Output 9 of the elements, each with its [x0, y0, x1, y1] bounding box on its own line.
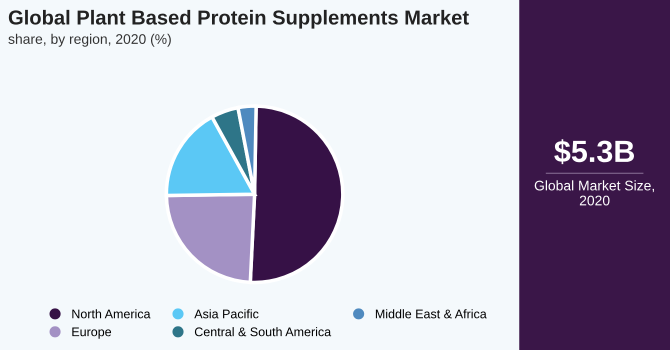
legend-label: Europe	[72, 328, 112, 339]
text: $5.3B	[554, 139, 634, 164]
legend-label: Asia Pacific	[194, 309, 259, 318]
legend-label: North America	[72, 309, 151, 318]
legend-label: Central & South America	[194, 327, 332, 336]
chart-subtitle: share, by region, 2020 (%)	[8, 34, 171, 47]
legend-label: Middle East & Africa	[376, 309, 487, 318]
text: Global Market Size, 2020	[534, 180, 654, 206]
chart-title: Global Plant Based Protein Supplements Market	[8, 10, 469, 29]
